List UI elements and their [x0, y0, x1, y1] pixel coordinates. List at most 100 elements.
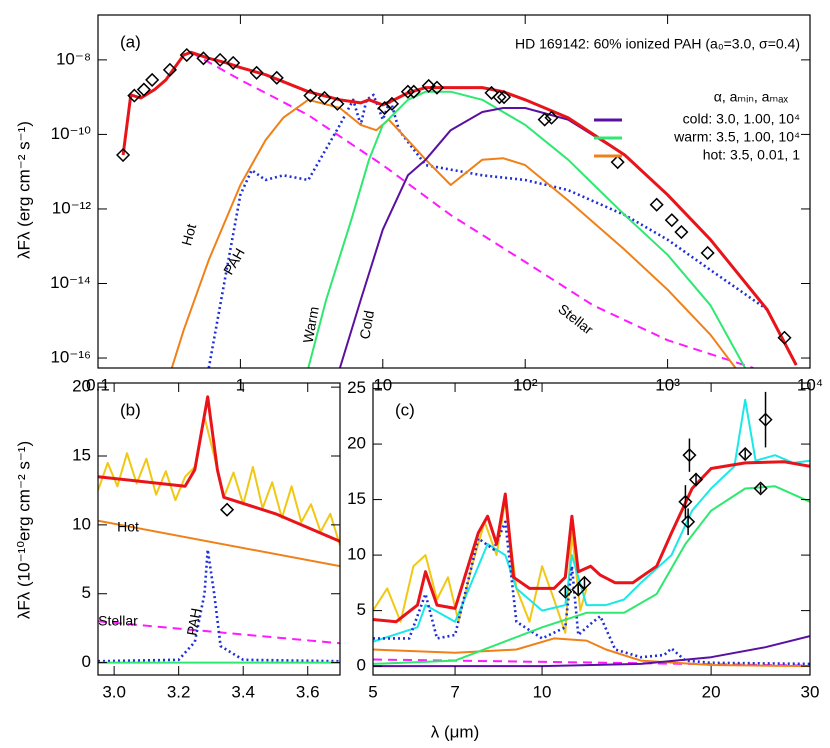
y-tick-label: 15 [347, 489, 366, 508]
data-point [303, 88, 318, 103]
data-point [777, 330, 792, 345]
data-point [406, 84, 421, 99]
series-line [98, 548, 340, 663]
data-point [492, 90, 507, 105]
data-point [179, 47, 194, 63]
x-tick-label: 3.0 [102, 682, 126, 701]
y-tick-label: 5 [357, 600, 366, 619]
series-line [373, 637, 810, 668]
y-tick-label: 0 [82, 652, 91, 671]
y-tick-label: 15 [72, 445, 91, 464]
series-line [307, 90, 746, 368]
data-point [738, 446, 753, 462]
x-tick-label: 10² [513, 375, 538, 394]
x-axis-label: λ (μm) [431, 722, 480, 741]
data-point [484, 85, 499, 100]
y-tick-label: 10⁻¹² [52, 198, 92, 217]
x-tick-label: 20 [702, 682, 721, 701]
data-point [537, 112, 552, 127]
y-tick-label: 10⁻¹⁶ [50, 348, 91, 367]
y-tick-label: 25 [347, 378, 366, 397]
series-line [190, 51, 754, 368]
data-point [330, 96, 345, 111]
data-point [649, 197, 664, 212]
data-point [577, 575, 592, 590]
curve-label: Stellar [555, 300, 596, 337]
panel-label: (b) [120, 400, 141, 419]
curve-label: Stellar [98, 613, 138, 629]
series-line [373, 635, 810, 668]
data-point [610, 155, 625, 170]
data-point [127, 88, 142, 103]
curve-label: PAH [220, 245, 248, 277]
series-line [373, 398, 810, 643]
data-point [429, 80, 445, 95]
data-point [116, 147, 131, 163]
x-tick-label: 3.4 [231, 682, 255, 701]
data-point [317, 90, 332, 106]
data-point [753, 481, 768, 496]
axes-frame [97, 14, 811, 369]
data-point [421, 78, 436, 93]
data-point [226, 55, 241, 70]
data-point [162, 62, 177, 77]
series-line [121, 50, 798, 366]
curve-label: Cold [356, 309, 377, 340]
curve-label: PAH [183, 607, 204, 637]
plot-area [373, 391, 810, 668]
data-point [213, 52, 228, 67]
x-tick-label: 5 [368, 682, 377, 701]
legend-title: α, aₘᵢₙ, aₘₐₓ [714, 89, 789, 105]
data-point [196, 51, 211, 66]
data-point [674, 224, 689, 240]
data-point [758, 412, 773, 427]
data-point [544, 110, 559, 125]
data-point [700, 245, 715, 261]
plot-area [116, 47, 798, 368]
legend-label: cold: 3.0, 1.00, 10⁴ [683, 111, 800, 127]
data-point [220, 502, 235, 517]
data-point [664, 213, 679, 228]
panel-label: (a) [120, 32, 141, 51]
x-tick-label: 7 [450, 682, 459, 701]
x-tick-label: 10³ [655, 375, 680, 394]
y-tick-label: 5 [82, 583, 91, 602]
curve-label: Hot [117, 519, 139, 535]
x-tick-label: 3.2 [167, 682, 191, 701]
data-point [678, 494, 693, 509]
data-point [558, 584, 573, 599]
legend-label: hot: 3.5, 0.01, 1 [703, 147, 801, 163]
x-tick-label: 3.6 [296, 682, 320, 701]
y-tick-label: 10⁻¹⁴ [50, 273, 91, 292]
plot-area [98, 395, 340, 664]
y-tick-label: 20 [347, 434, 366, 453]
y-tick-label: 10⁻¹⁰ [51, 124, 92, 143]
curve-label: Hot [178, 222, 199, 247]
series-line [98, 519, 340, 568]
data-point [496, 90, 512, 105]
axes-frame [97, 382, 341, 676]
data-point [682, 448, 697, 463]
y-tick-label: 10 [347, 545, 366, 564]
x-tick-label: 10 [373, 375, 392, 394]
series-line [373, 498, 588, 634]
panel-label: (c) [395, 400, 415, 419]
chart-title: HD 169142: 60% ionized PAH (a₀=3.0, σ=0.… [515, 36, 800, 52]
data-point [400, 84, 415, 99]
x-tick-label: 30 [801, 682, 820, 701]
y-tick-label: 20 [72, 377, 91, 396]
y-axis-label: λFλ (erg cm⁻² s⁻¹) [14, 121, 33, 259]
curve-label: Warm [300, 305, 322, 344]
legend-label: warm: 3.5, 1.00, 10⁴ [673, 129, 800, 145]
series-line [170, 98, 737, 368]
data-point [269, 70, 284, 85]
data-point [145, 72, 160, 87]
y-tick-label: 0 [357, 656, 366, 675]
y-tick-label: 10⁻⁸ [56, 49, 91, 68]
data-point [384, 96, 400, 111]
data-point [249, 65, 264, 80]
data-point [136, 82, 151, 97]
x-tick-label: 1 [236, 375, 245, 394]
axes-frame [372, 382, 811, 676]
